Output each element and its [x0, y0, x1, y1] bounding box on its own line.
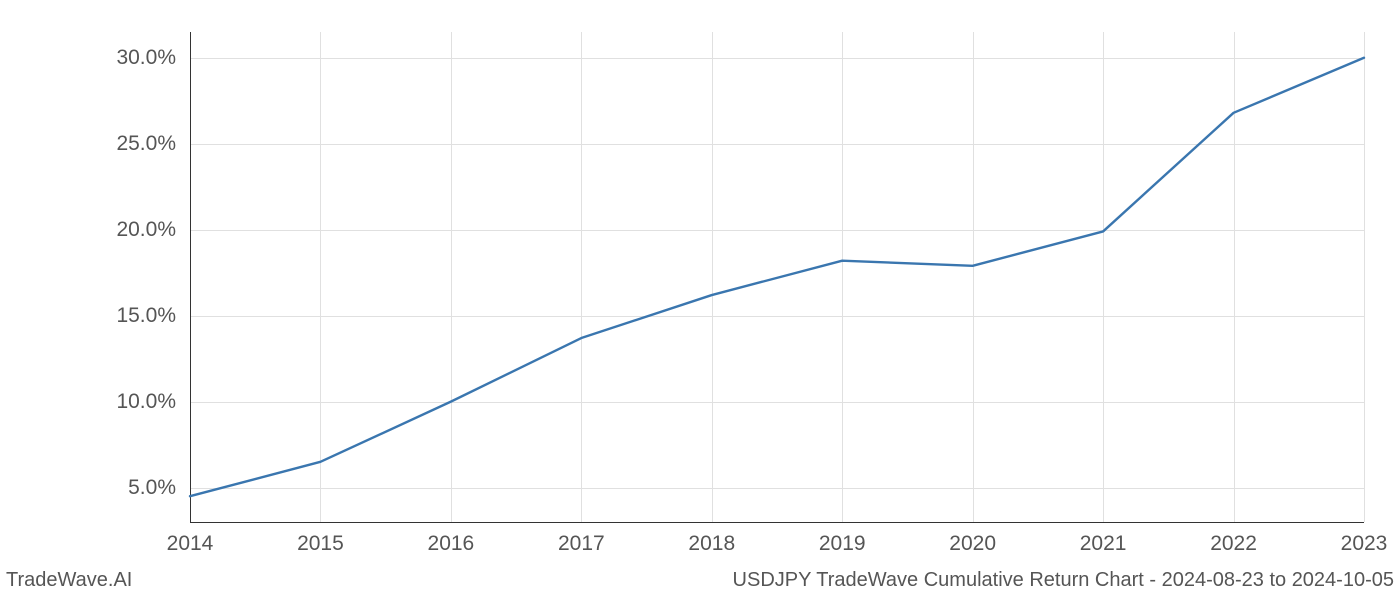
y-tick-label: 10.0% [116, 390, 176, 414]
footer-right-label: USDJPY TradeWave Cumulative Return Chart… [733, 569, 1394, 592]
x-tick-label: 2023 [1341, 532, 1388, 556]
plot-area: 2014201520162017201820192020202120222023… [190, 32, 1364, 522]
x-tick-label: 2016 [428, 532, 475, 556]
y-tick-label: 15.0% [116, 304, 176, 328]
line-chart-svg [190, 32, 1364, 522]
footer-left-label: TradeWave.AI [6, 569, 132, 592]
x-tick-label: 2017 [558, 532, 605, 556]
gridline-vertical [1364, 32, 1365, 522]
x-tick-label: 2014 [167, 532, 214, 556]
x-tick-label: 2018 [688, 532, 735, 556]
x-tick-label: 2021 [1080, 532, 1127, 556]
y-tick-label: 5.0% [128, 476, 176, 500]
y-tick-label: 20.0% [116, 218, 176, 242]
x-tick-label: 2019 [819, 532, 866, 556]
y-tick-label: 25.0% [116, 132, 176, 156]
axis-spine-bottom [190, 522, 1364, 523]
x-tick-label: 2020 [949, 532, 996, 556]
x-tick-label: 2022 [1210, 532, 1257, 556]
x-tick-label: 2015 [297, 532, 344, 556]
y-tick-label: 30.0% [116, 46, 176, 70]
series-line-cumulative-return [190, 58, 1364, 496]
chart-container: 2014 2015 2016 2017 2018 2019 2020 2021 2022 2023… [0, 0, 1400, 600]
